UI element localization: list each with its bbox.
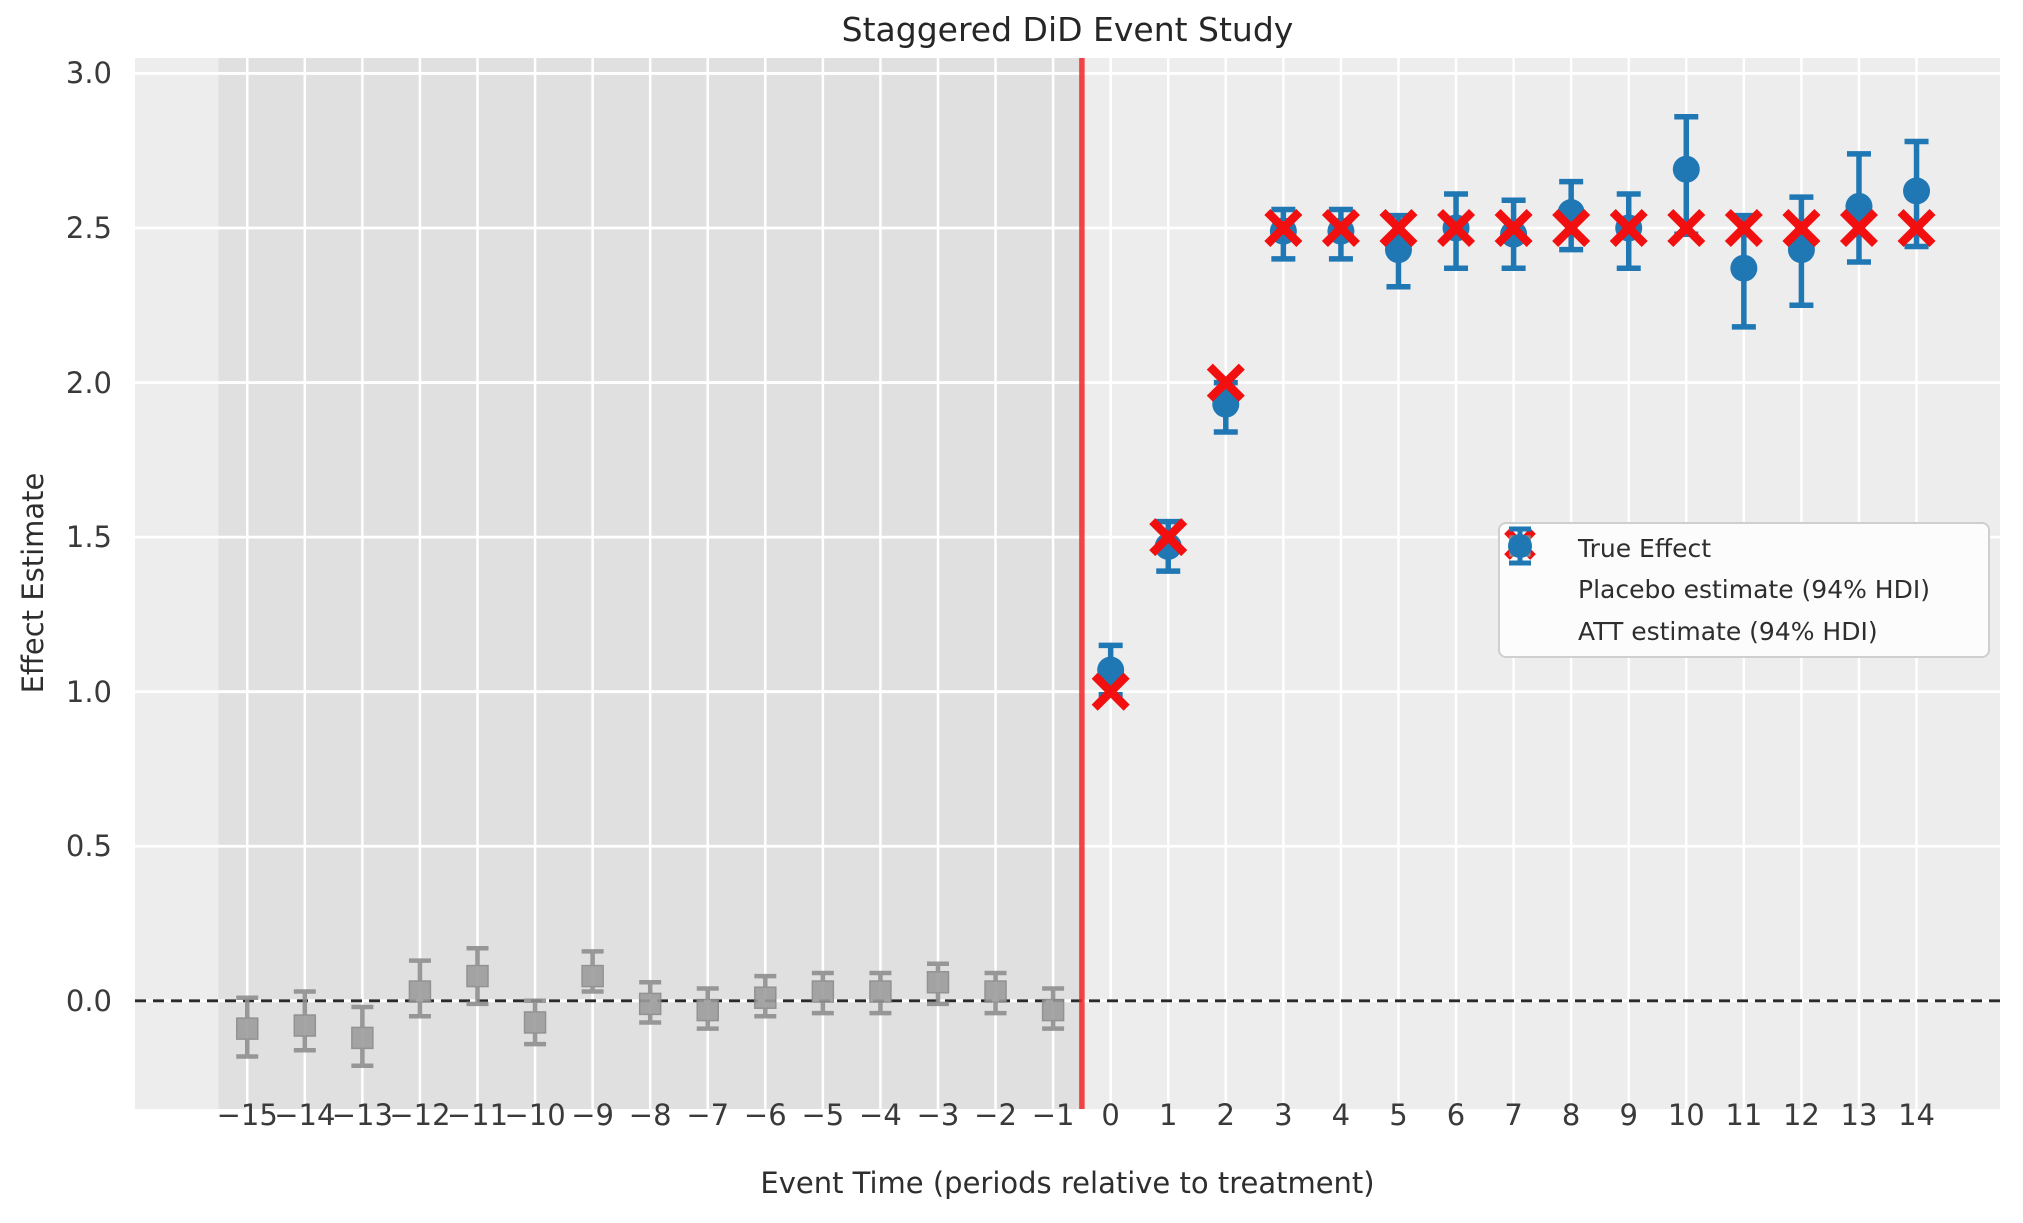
- legend-label: Placebo estimate (94% HDI): [1578, 575, 1930, 605]
- x-tick-label: 13: [1840, 1098, 1878, 1132]
- x-axis-label: Event Time (periods relative to treatmen…: [760, 1166, 1375, 1200]
- x-tick-label: 2: [1216, 1098, 1236, 1132]
- x-tick-label: 7: [1504, 1098, 1523, 1132]
- x-tick-label: −5: [801, 1098, 845, 1132]
- y-tick-label: 1.0: [65, 674, 112, 709]
- x-tick-label: −10: [504, 1098, 566, 1132]
- x-tick-label: 9: [1619, 1098, 1638, 1132]
- y-tick-label: 2.0: [65, 365, 112, 400]
- x-tick-label: 6: [1446, 1098, 1466, 1132]
- true-effect-series: [1091, 209, 1936, 711]
- x-tick-label: 14: [1898, 1098, 1935, 1132]
- x-tick-label: −15: [216, 1098, 278, 1132]
- x-tick-label: −9: [571, 1098, 614, 1132]
- x-tick-label: −1: [1031, 1098, 1075, 1132]
- x-tick-label: −14: [274, 1098, 336, 1132]
- x-tick-label: 5: [1389, 1098, 1408, 1132]
- chart-title: Staggered DiD Event Study: [841, 10, 1294, 49]
- x-tick-label: −7: [686, 1098, 730, 1132]
- placebo-series: [235, 946, 1065, 1068]
- x-tick-label: 10: [1667, 1098, 1705, 1132]
- x-tick-label: −12: [389, 1098, 451, 1132]
- x-tick-label: −3: [916, 1098, 960, 1132]
- x-tick-label: −13: [331, 1098, 393, 1132]
- legend: True Effect Placebo estimate (94% HDI): [1498, 522, 1990, 658]
- legend-label: ATT estimate (94% HDI): [1578, 616, 1878, 646]
- legend-label: True Effect: [1578, 534, 1711, 564]
- x-tick-label: 3: [1274, 1098, 1293, 1132]
- x-tick-label: −4: [859, 1098, 902, 1132]
- y-tick-label: 3.0: [65, 56, 112, 91]
- x-tick-label: 0: [1101, 1098, 1120, 1132]
- gridlines: [135, 58, 2000, 1109]
- legend-row-placebo: Placebo estimate (94% HDI): [1500, 527, 1988, 610]
- att-series: [1097, 113, 1931, 698]
- x-tick-label: 1: [1158, 1098, 1178, 1132]
- y-axis-label: Effect Estimate: [16, 472, 50, 694]
- x-tick-label: −11: [446, 1098, 509, 1132]
- x-tick-label: 11: [1725, 1098, 1763, 1132]
- x-tick-label: 12: [1782, 1098, 1820, 1132]
- y-tick-label: 1.5: [65, 520, 112, 555]
- x-tick-label: 4: [1331, 1098, 1351, 1132]
- x-tick-label: −8: [628, 1098, 672, 1132]
- y-tick-label: 0.0: [65, 983, 112, 1018]
- x-tick-label: −2: [974, 1098, 1017, 1132]
- x-tick-label: 8: [1561, 1098, 1581, 1132]
- legend-row-att: ATT estimate (94% HDI): [1500, 526, 1988, 652]
- y-tick-label: 0.5: [65, 829, 112, 864]
- legend-row-true-effect: True Effect: [1500, 528, 1988, 569]
- x-tick-label: −6: [743, 1098, 787, 1132]
- y-tick-label: 2.5: [65, 211, 112, 245]
